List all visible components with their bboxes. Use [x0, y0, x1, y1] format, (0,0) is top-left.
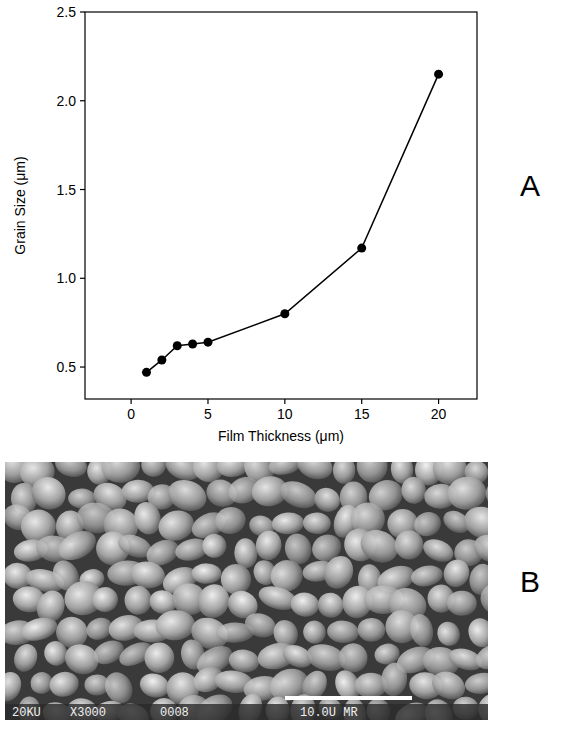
x-tick-label: 20	[431, 406, 447, 422]
micrograph-caption: 0008	[160, 706, 189, 720]
grain	[301, 618, 329, 646]
plot-area	[142, 70, 443, 377]
data-point	[357, 244, 366, 253]
grain	[254, 529, 284, 562]
grain	[26, 471, 72, 516]
grain	[464, 614, 488, 651]
grain	[447, 590, 478, 616]
y-tick	[80, 11, 85, 12]
scale-bar	[285, 696, 412, 700]
y-tick-label: 1.5	[57, 182, 77, 198]
data-point	[142, 368, 151, 377]
x-tick	[131, 399, 132, 404]
y-axis-title: Grain Size (μm)	[12, 156, 28, 254]
grain	[10, 641, 41, 675]
x-tick	[207, 399, 208, 404]
grain	[141, 462, 166, 477]
x-tick-label: 5	[204, 406, 212, 422]
micrograph-caption: 10.0U MR	[300, 706, 358, 720]
y-tick-label: 0.5	[57, 359, 77, 375]
grain	[470, 530, 488, 567]
grain	[47, 669, 81, 700]
grain	[357, 617, 387, 643]
grain	[433, 618, 464, 650]
micrograph-caption: X3000	[70, 706, 106, 720]
grain	[154, 609, 196, 642]
y-tick-label: 1.0	[57, 270, 77, 286]
grain	[478, 580, 488, 616]
grain	[52, 462, 90, 481]
grain	[302, 512, 331, 535]
micrograph-background	[5, 462, 488, 720]
grain	[193, 580, 233, 622]
y-tick	[80, 278, 85, 279]
data-line	[146, 74, 438, 372]
grain	[482, 476, 488, 509]
grain	[407, 612, 436, 649]
grain	[464, 671, 488, 696]
grain	[446, 475, 488, 512]
grain	[356, 462, 387, 483]
x-tick-label: 15	[354, 406, 370, 422]
grain	[333, 462, 356, 484]
grain	[394, 530, 424, 561]
y-tick	[80, 100, 85, 101]
grain	[276, 476, 321, 514]
grain	[191, 563, 221, 584]
grain	[144, 643, 174, 673]
x-tick	[438, 399, 439, 404]
grain	[271, 511, 305, 535]
grain	[379, 661, 409, 698]
data-point	[188, 339, 197, 348]
caption-strip	[5, 704, 488, 720]
y-tick-label: 2.5	[57, 4, 77, 20]
data-point	[434, 70, 443, 79]
grain	[128, 559, 167, 591]
grain	[242, 609, 279, 641]
grain	[18, 614, 60, 645]
y-tick-label: 2.0	[57, 93, 77, 109]
data-point	[157, 355, 166, 364]
y-tick	[80, 366, 85, 367]
grain	[472, 638, 488, 674]
grain	[336, 641, 369, 675]
grain	[313, 588, 347, 622]
grain	[227, 648, 260, 675]
x-tick	[361, 399, 362, 404]
data-point	[173, 341, 182, 350]
grain	[293, 462, 337, 484]
panel-label: A	[520, 169, 540, 202]
grain	[54, 525, 101, 566]
grain	[199, 530, 231, 562]
grain	[213, 505, 248, 537]
grain	[326, 619, 360, 644]
x-axis-title: Film Thickness (μm)	[218, 428, 344, 444]
x-tick-label: 10	[277, 406, 293, 422]
grain	[91, 585, 120, 614]
x-tick	[284, 399, 285, 404]
micrograph-caption: 20KU	[12, 706, 41, 720]
x-tick-label: 0	[127, 406, 135, 422]
figure: 0 5 10 15 20 0.5 1.0 1.5 2.0 2.5 Film Thickness (μ…	[0, 0, 571, 731]
y-tick	[80, 189, 85, 190]
grain	[123, 585, 152, 616]
grain	[164, 475, 211, 517]
panel-label: B	[520, 565, 540, 598]
grain	[400, 475, 428, 505]
grain	[131, 499, 164, 537]
data-point	[280, 309, 289, 318]
plot-frame	[85, 12, 477, 399]
micrograph	[5, 462, 488, 720]
grain	[289, 591, 320, 619]
data-point	[203, 338, 212, 347]
